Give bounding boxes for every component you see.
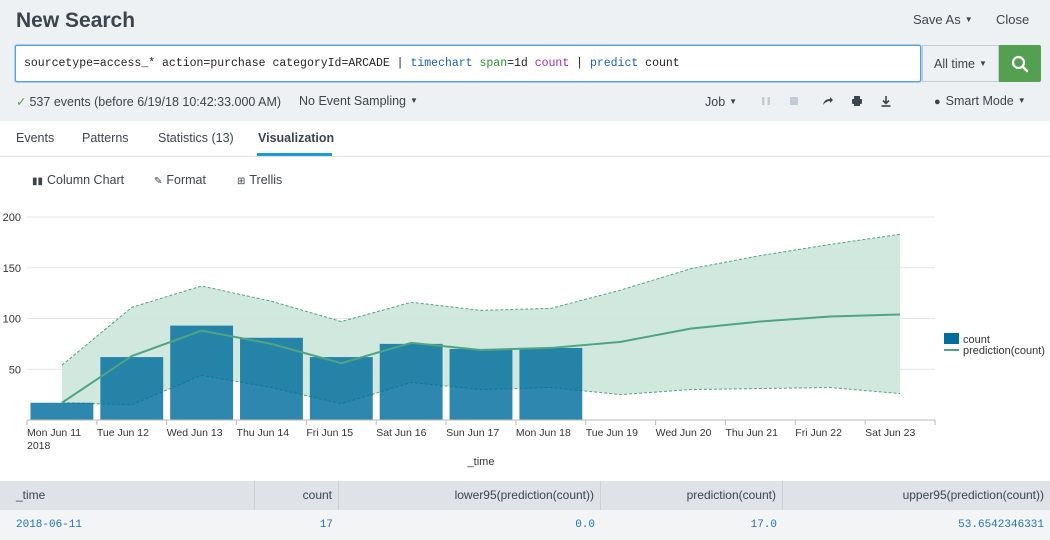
export-icon[interactable] bbox=[879, 94, 893, 108]
print-icon[interactable] bbox=[850, 94, 864, 108]
query-pipe: | bbox=[569, 57, 590, 70]
bar-count bbox=[379, 343, 443, 420]
event-count-status: ✓ 537 events (before 6/19/18 10:42:33.000… bbox=[16, 94, 281, 109]
tab-patterns[interactable]: Patterns bbox=[82, 131, 129, 145]
bar-count bbox=[170, 325, 234, 420]
query-command-timechart: timechart bbox=[410, 57, 473, 70]
column-header-count[interactable]: count bbox=[255, 481, 339, 510]
caret-down-icon: ▼ bbox=[729, 97, 738, 106]
x-tick-label: Tue Jun 19 bbox=[586, 427, 638, 439]
results-tabs: Events Patterns Statistics (13) Visualiz… bbox=[0, 121, 1050, 157]
caret-down-icon: ▼ bbox=[410, 96, 418, 105]
search-button[interactable] bbox=[999, 45, 1041, 82]
column-header-prediction[interactable]: prediction(count) bbox=[601, 481, 783, 510]
format-label: Format bbox=[166, 173, 206, 187]
search-icon bbox=[1011, 55, 1029, 73]
bar-chart-icon: ▮▮ bbox=[32, 176, 44, 187]
bar-count bbox=[449, 348, 513, 420]
cell-time[interactable]: 2018-06-11 bbox=[16, 519, 83, 531]
job-menu-button[interactable]: Job ▼ bbox=[705, 95, 737, 109]
event-sampling-dropdown[interactable]: No Event Sampling ▼ bbox=[299, 94, 418, 108]
tab-events[interactable]: Events bbox=[16, 131, 55, 145]
column-header-lower95[interactable]: lower95(prediction(count)) bbox=[339, 481, 601, 510]
statistics-table: _time count lower95(prediction(count)) p… bbox=[0, 481, 1050, 540]
x-tick-label: Fri Jun 22 bbox=[795, 427, 842, 439]
pause-icon[interactable] bbox=[759, 94, 773, 108]
bar-count bbox=[519, 347, 583, 420]
query-function-count: count bbox=[534, 57, 570, 70]
pencil-icon: ✎ bbox=[154, 176, 163, 187]
check-icon: ✓ bbox=[16, 95, 27, 109]
page-title: New Search bbox=[16, 9, 136, 32]
table-row: 2018-06-11 17 0.0 17.0 53.6542346331 bbox=[0, 510, 1050, 540]
cell-upper95[interactable]: 53.6542346331 bbox=[958, 519, 1044, 531]
search-mode-label: Smart Mode bbox=[945, 94, 1014, 108]
x-tick-label: Wed Jun 13 bbox=[167, 427, 223, 439]
trellis-button[interactable]: ⊞ Trellis bbox=[237, 173, 282, 187]
query-tail: count bbox=[638, 57, 680, 70]
bar-count bbox=[240, 337, 303, 420]
trellis-label: Trellis bbox=[249, 173, 283, 187]
x-tick-label: Tue Jun 12 bbox=[97, 427, 149, 439]
caret-down-icon: ▼ bbox=[964, 15, 973, 24]
chart-type-label: Column Chart bbox=[47, 173, 125, 187]
x-tick-label: Fri Jun 15 bbox=[306, 427, 353, 439]
close-button[interactable]: Close bbox=[996, 12, 1030, 27]
save-as-label: Save As bbox=[913, 12, 961, 27]
y-tick-label: 100 bbox=[3, 314, 21, 326]
column-header-time[interactable]: _time bbox=[0, 481, 255, 510]
table-header: _time count lower95(prediction(count)) p… bbox=[0, 481, 1050, 510]
x-tick-label: Mon Jun 11 bbox=[27, 427, 81, 439]
bar-count bbox=[30, 402, 94, 420]
y-tick-label: 200 bbox=[3, 212, 21, 224]
caret-down-icon: ▼ bbox=[1017, 96, 1026, 105]
query-command-predict: predict bbox=[589, 57, 639, 70]
legend-label-prediction: prediction(count) bbox=[963, 345, 1045, 357]
event-count-text: 537 events (before 6/19/18 10:42:33.000 … bbox=[29, 95, 282, 109]
y-tick-label: 50 bbox=[9, 364, 21, 376]
format-button[interactable]: ✎ Format bbox=[154, 173, 206, 187]
chart-type-button[interactable]: ▮▮ Column Chart bbox=[32, 173, 124, 187]
y-tick-label: 150 bbox=[3, 263, 21, 275]
lightbulb-icon: ● bbox=[934, 96, 941, 108]
x-tick-label: Sat Jun 23 bbox=[865, 427, 915, 439]
x-tick-label: Thu Jun 14 bbox=[237, 427, 290, 439]
cell-prediction[interactable]: 17.0 bbox=[750, 519, 777, 531]
cell-lower95[interactable]: 0.0 bbox=[575, 519, 595, 531]
x-tick-label: Thu Jun 21 bbox=[725, 427, 778, 439]
query-arg-span: span bbox=[479, 57, 508, 70]
timechart-column-chart: 50 100 150 200 Mon Jun 11 Tue Jun 12 Wed Jun 1… bbox=[3, 212, 1045, 468]
job-label: Job bbox=[705, 95, 726, 109]
query-span-value: =1d bbox=[507, 57, 535, 70]
time-range-picker[interactable]: All time ▼ bbox=[922, 45, 999, 82]
column-header-upper95[interactable]: upper95(prediction(count)) bbox=[902, 488, 1044, 502]
x-tick-label: Wed Jun 20 bbox=[656, 427, 712, 439]
caret-down-icon: ▼ bbox=[978, 59, 987, 68]
sampling-label: No Event Sampling bbox=[299, 94, 407, 108]
tab-statistics[interactable]: Statistics (13) bbox=[158, 131, 234, 145]
query-text-1: sourcetype=access_* action=purchase cate… bbox=[24, 57, 411, 70]
x-axis-title: _time bbox=[467, 456, 495, 468]
legend-swatch-count bbox=[944, 333, 959, 344]
prediction-line bbox=[61, 313, 901, 404]
time-range-label: All time bbox=[934, 57, 975, 71]
x-tick-label: Mon Jun 18 bbox=[516, 427, 571, 439]
search-header: New Search Save As ▼ Close sourcetype=acc… bbox=[0, 0, 1050, 121]
active-tab-indicator bbox=[257, 153, 332, 156]
stop-icon[interactable] bbox=[787, 94, 801, 108]
cell-count[interactable]: 17 bbox=[319, 519, 333, 531]
bar-count bbox=[309, 357, 373, 420]
x-tick-label-year: 2018 bbox=[27, 440, 51, 452]
tab-visualization[interactable]: Visualization bbox=[258, 131, 335, 145]
x-tick-label: Sun Jun 17 bbox=[446, 427, 499, 439]
search-input[interactable]: sourcetype=access_* action=purchase cate… bbox=[15, 45, 921, 82]
grid-icon: ⊞ bbox=[237, 176, 246, 187]
upper95-line bbox=[61, 233, 901, 366]
search-mode-dropdown[interactable]: ● Smart Mode ▼ bbox=[934, 94, 1026, 108]
x-tick-label: Sat Jun 16 bbox=[376, 427, 426, 439]
legend-label-count: count bbox=[963, 334, 990, 346]
bar-count bbox=[100, 357, 164, 420]
share-icon[interactable] bbox=[820, 94, 834, 108]
save-as-button[interactable]: Save As ▼ bbox=[913, 12, 973, 27]
